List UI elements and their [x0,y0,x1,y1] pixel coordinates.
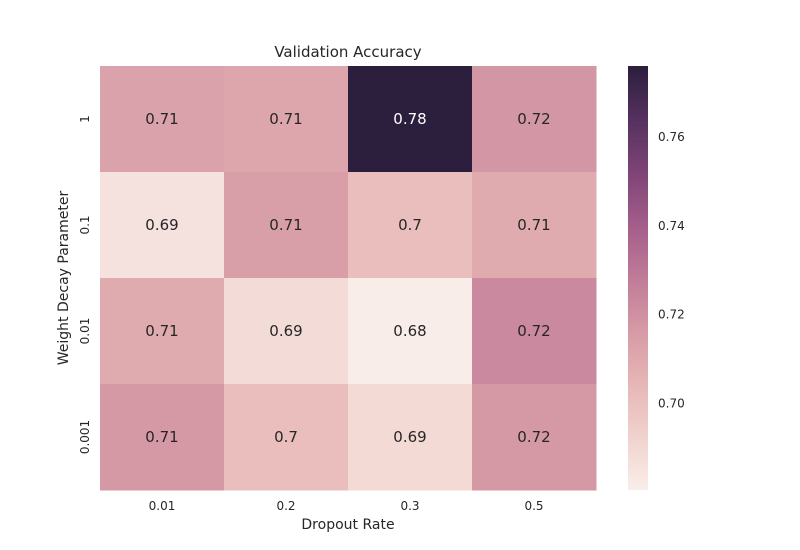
y-axis-label: Weight Decay Parameter [56,191,72,366]
heatmap-cell [100,66,225,173]
heatmap-cell [472,278,597,385]
heatmap-cell [348,384,473,491]
cell-value-label: 0.71 [269,216,302,234]
heatmap-cell [224,172,349,279]
cell-value-label: 0.68 [393,322,426,340]
colorbar-tick-labels: 0.70 0.72 0.74 0.76 [658,130,685,410]
colorbar-tick-label: 0.72 [658,308,685,322]
x-tick-label: 0.3 [400,499,419,513]
cell-value-label: 0.69 [269,322,302,340]
heatmap-cells [100,66,597,491]
y-tick-label: 0.1 [78,215,92,234]
heatmap-cell [100,172,225,279]
y-tick-label: 0.001 [78,420,92,454]
heatmap-cell [472,172,597,279]
chart-title: Validation Accuracy [274,43,421,61]
x-axis-label: Dropout Rate [301,517,394,533]
heatmap-cell [224,278,349,385]
cell-value-label: 0.69 [393,428,426,446]
heatmap-cell [472,66,597,173]
x-tick-label: 0.2 [276,499,295,513]
x-tick-label: 0.5 [524,499,543,513]
colorbar-tick-label: 0.76 [658,130,685,144]
heatmap-cell [348,172,473,279]
heatmap-cell [348,66,473,173]
cell-value-label: 0.72 [517,428,550,446]
cell-value-label: 0.71 [517,216,550,234]
colorbar [628,66,648,490]
cell-value-label: 0.72 [517,322,550,340]
cell-value-label: 0.71 [145,110,178,128]
y-tick-label: 0.01 [78,318,92,345]
x-tick-label: 0.01 [149,499,176,513]
heatmap-cell [100,278,225,385]
heatmap-cell [100,384,225,491]
cell-value-label: 0.71 [269,110,302,128]
x-tick-labels: 0.01 0.2 0.3 0.5 [149,499,544,513]
cell-labels: 0.71 0.71 0.78 0.72 0.69 0.71 0.7 0.71 0.71 0.69 0… [145,110,550,446]
heatmap-cell [472,384,597,491]
cell-value-label: 0.72 [517,110,550,128]
colorbar-tick-label: 0.74 [658,219,685,233]
cell-value-label: 0.71 [145,322,178,340]
cell-value-label: 0.71 [145,428,178,446]
cell-value-label: 0.69 [145,216,178,234]
cell-value-label: 0.78 [393,110,426,128]
y-tick-label: 1 [78,115,92,123]
colorbar-tick-label: 0.70 [658,396,685,410]
heatmap-cell [224,66,349,173]
cell-value-label: 0.7 [398,216,422,234]
heatmap-cell [348,278,473,385]
heatmap-cell [224,384,349,491]
y-tick-labels: 1 0.1 0.01 0.001 [78,115,92,454]
cell-value-label: 0.7 [274,428,298,446]
